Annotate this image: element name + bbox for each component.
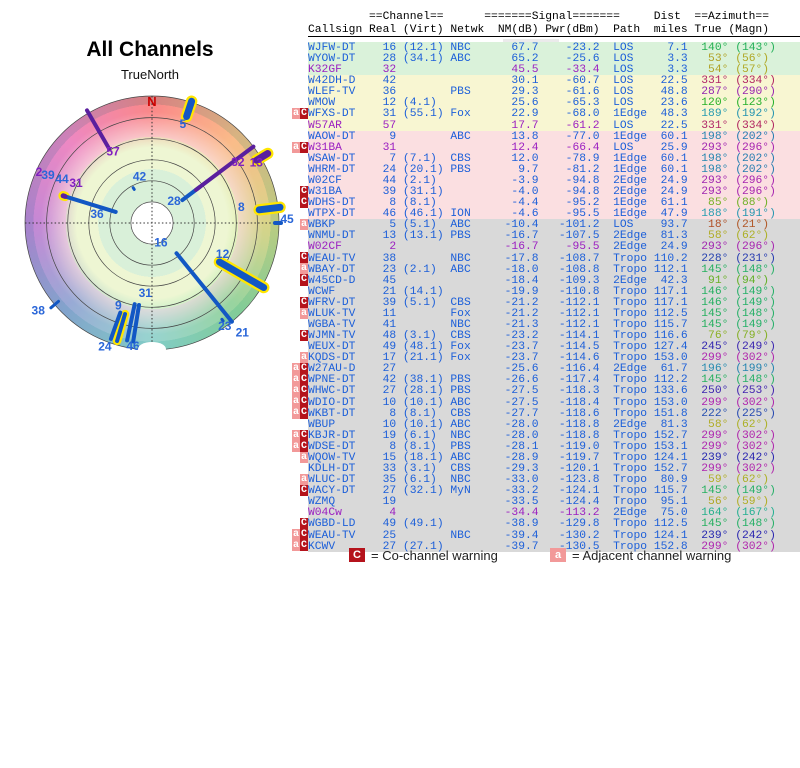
svg-text:44: 44 xyxy=(55,172,69,186)
svg-text:13: 13 xyxy=(249,156,263,170)
svg-text:8: 8 xyxy=(238,200,245,214)
svg-text:31: 31 xyxy=(69,176,83,190)
svg-text:42: 42 xyxy=(132,170,146,184)
svg-text:21: 21 xyxy=(235,326,249,340)
svg-text:31: 31 xyxy=(138,286,152,300)
svg-text:5: 5 xyxy=(179,117,186,131)
svg-text:23: 23 xyxy=(218,320,232,334)
svg-text:45: 45 xyxy=(280,212,294,226)
svg-text:9: 9 xyxy=(115,299,122,313)
svg-text:36: 36 xyxy=(90,207,104,221)
svg-text:28: 28 xyxy=(167,194,181,208)
svg-text:16: 16 xyxy=(154,236,168,250)
svg-text:57: 57 xyxy=(106,145,120,159)
svg-text:N: N xyxy=(147,94,156,109)
svg-text:32: 32 xyxy=(231,155,245,169)
svg-text:24: 24 xyxy=(98,340,112,354)
svg-text:39: 39 xyxy=(41,168,55,182)
svg-text:12: 12 xyxy=(216,247,230,261)
svg-text:38: 38 xyxy=(31,304,45,318)
